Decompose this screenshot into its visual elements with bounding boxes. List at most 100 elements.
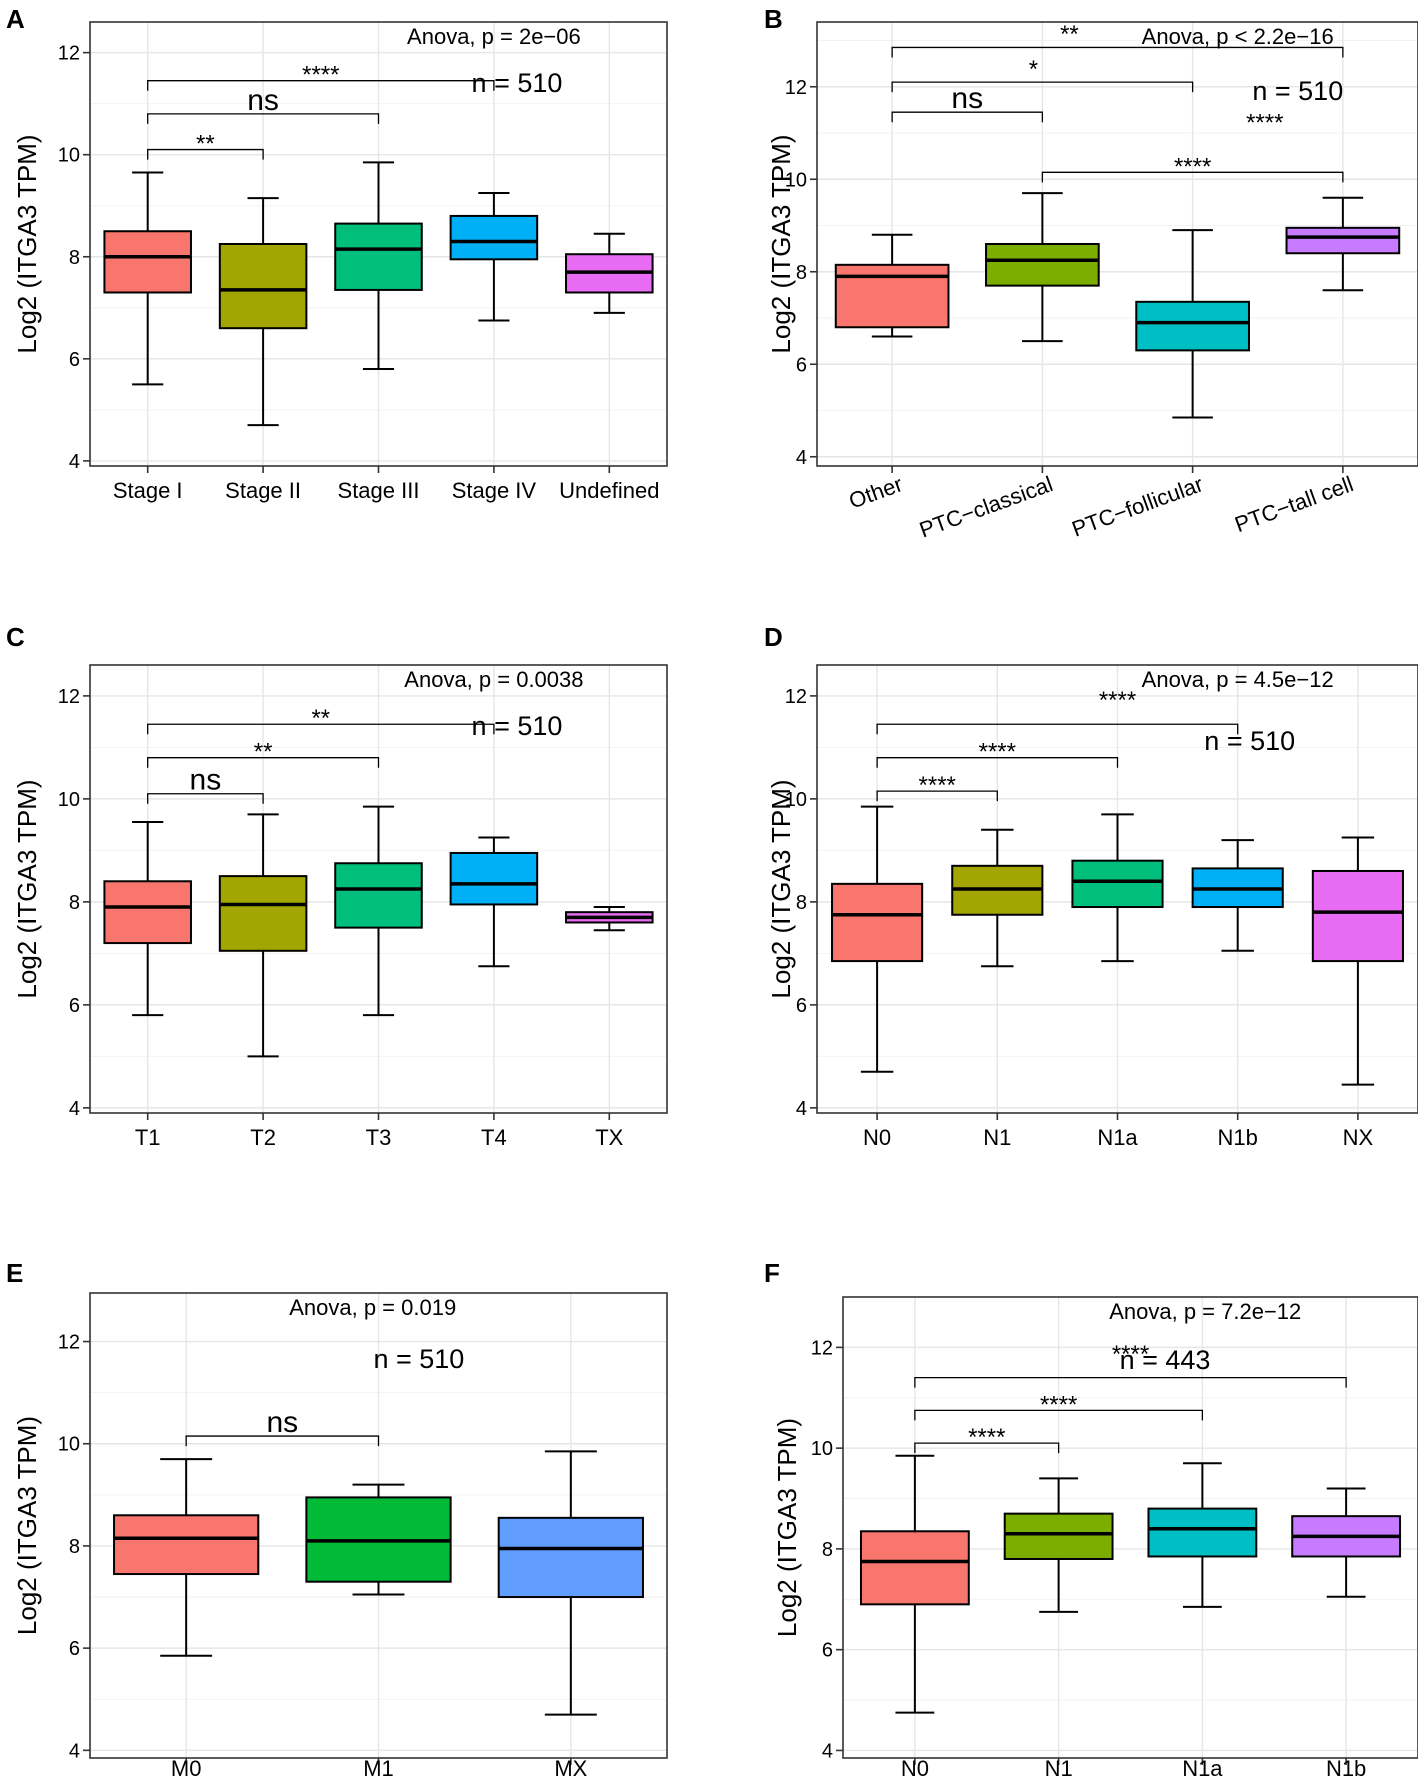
- box-t4: [449, 836, 539, 968]
- bracket-line: [147, 757, 380, 768]
- panel-letter: D: [764, 622, 783, 652]
- panel-letter: A: [6, 4, 25, 34]
- box-stage-ii: [218, 197, 308, 427]
- y-tick-label: 4: [69, 1098, 80, 1120]
- bracket-line: [876, 723, 1239, 735]
- x-axis: Other PTC−classical PTC−follicular PTC−tall…: [846, 466, 1357, 543]
- significance-label: ****: [1040, 1391, 1077, 1418]
- box-n0: [859, 1454, 970, 1714]
- significance-label: ns: [266, 1406, 298, 1439]
- box-iqr: [834, 263, 950, 329]
- y-tick-label: 8: [69, 1536, 80, 1558]
- significance-label: **: [311, 705, 330, 732]
- significance-bracket: ****: [891, 81, 1283, 136]
- y-axis: 4 6 8 10 12 Log2 (ITGA3 TPM): [772, 1337, 843, 1762]
- y-tick-label: 6: [69, 995, 80, 1017]
- y-axis-title: Log2 (ITGA3 TPM): [12, 1416, 42, 1635]
- significance-bracket: ns: [147, 764, 264, 804]
- x-tick-label: N1a: [1182, 1756, 1223, 1781]
- significance-label: ****: [302, 62, 339, 89]
- y-axis-title: Log2 (ITGA3 TPM): [12, 134, 42, 353]
- x-axis: N0 N1 N1a N1b NX: [863, 1113, 1374, 1150]
- y-tick-label: 8: [822, 1539, 833, 1561]
- x-tick-label: N1a: [1097, 1125, 1138, 1150]
- box-stage-iv: [449, 191, 539, 322]
- significance-label: ns: [247, 84, 279, 117]
- y-tick-label: 8: [796, 892, 807, 914]
- y-axis-title: Log2 (ITGA3 TPM): [766, 779, 796, 998]
- box-iqr: [334, 862, 423, 929]
- box-iqr: [103, 880, 192, 945]
- x-tick-label: PTC−tall cell: [1231, 471, 1356, 537]
- y-tick-label: 4: [69, 451, 80, 473]
- bracket-line: [185, 1435, 380, 1447]
- bracket-line: [891, 111, 1044, 123]
- panel-letter: C: [6, 622, 25, 652]
- y-tick-label: 8: [69, 892, 80, 914]
- significance-bracket: **: [147, 131, 264, 160]
- x-tick-label: Undefined: [559, 478, 659, 503]
- y-axis: 4 6 8 10 12 Log2 (ITGA3 TPM): [12, 43, 90, 473]
- panel-letter: B: [764, 4, 783, 34]
- y-tick-label: 12: [811, 1337, 833, 1359]
- significance-bracket: *: [891, 46, 1344, 83]
- box-n1b: [1291, 1487, 1402, 1598]
- x-tick-label: M0: [171, 1756, 202, 1781]
- bracket-line: [147, 148, 264, 160]
- significance-bracket: ****: [876, 772, 998, 802]
- box-iqr: [831, 882, 924, 963]
- n-label: n = 510: [1204, 726, 1295, 756]
- y-tick-label: 8: [796, 262, 807, 284]
- x-tick-label: MX: [554, 1756, 587, 1781]
- significance-label: **: [196, 131, 215, 158]
- x-tick-label: TX: [595, 1125, 623, 1150]
- n-label: n = 510: [373, 1344, 464, 1374]
- y-axis: 4 6 8 10 12 Log2 (ITGA3 TPM): [12, 1332, 90, 1762]
- x-tick-label: N1b: [1218, 1125, 1258, 1150]
- n-label: n = 510: [1252, 76, 1343, 106]
- significance-label: ****: [1174, 153, 1211, 180]
- y-axis-title: Log2 (ITGA3 TPM): [12, 779, 42, 998]
- panel-letter: E: [6, 1258, 23, 1288]
- x-tick-label: T2: [250, 1125, 276, 1150]
- box-iqr: [334, 222, 423, 291]
- anova-label: Anova, p = 4.5e−12: [1142, 667, 1334, 692]
- box-iqr: [859, 1530, 970, 1606]
- panel-E: Ens Anova, p = 0.019 n = 510 4 6 8 10 12 Log2 (I…: [6, 1258, 668, 1781]
- y-tick-label: 4: [796, 1098, 807, 1120]
- panel-F: F **** **** **** Anova, p = 7.2e−12 n = 443 4 6…: [764, 1258, 1418, 1781]
- gridlines: [817, 22, 1418, 466]
- box-n1b: [1191, 839, 1284, 952]
- panel-B: Bns*********Anova, p < 2.2e−16**n = 5104…: [764, 4, 1418, 543]
- box-iqr: [449, 214, 539, 261]
- significance-label: ****: [979, 739, 1016, 766]
- anova-extra-mark: **: [1060, 21, 1079, 48]
- x-tick-label: N1: [1045, 1756, 1073, 1781]
- x-tick-label: N1b: [1326, 1756, 1366, 1781]
- box-iqr: [1003, 1512, 1114, 1560]
- n-label: n = 510: [472, 711, 563, 741]
- x-tick-label: N0: [863, 1125, 891, 1150]
- y-tick-label: 8: [69, 247, 80, 269]
- box-m1: [305, 1483, 452, 1596]
- box-iqr: [1071, 859, 1164, 909]
- bracket-line: [876, 790, 998, 802]
- box-iqr: [1147, 1507, 1258, 1558]
- panel-border: [816, 21, 1418, 467]
- y-tick-label: 12: [785, 686, 807, 708]
- y-axis: 4 6 8 10 12 Log2 (ITGA3 TPM): [766, 686, 817, 1120]
- box-n0: [831, 805, 924, 1073]
- y-tick-label: 4: [796, 447, 807, 469]
- significance-label: ns: [190, 764, 222, 797]
- panel-C: Cns ** ** Anova, p = 0.0038 n = 510 4 6 8 10 12 Lo…: [6, 622, 668, 1150]
- bracket-line: [147, 80, 495, 91]
- box-n1: [951, 828, 1044, 968]
- anova-label: Anova, p = 0.019: [289, 1295, 456, 1320]
- significance-label: ****: [968, 1424, 1005, 1451]
- box-iqr: [1135, 300, 1250, 352]
- significance-label: ****: [1246, 109, 1283, 136]
- y-tick-label: 6: [69, 349, 80, 371]
- bracket-line: [147, 723, 495, 735]
- box-ptc-follicular: [1135, 229, 1250, 419]
- box-iqr: [218, 243, 308, 330]
